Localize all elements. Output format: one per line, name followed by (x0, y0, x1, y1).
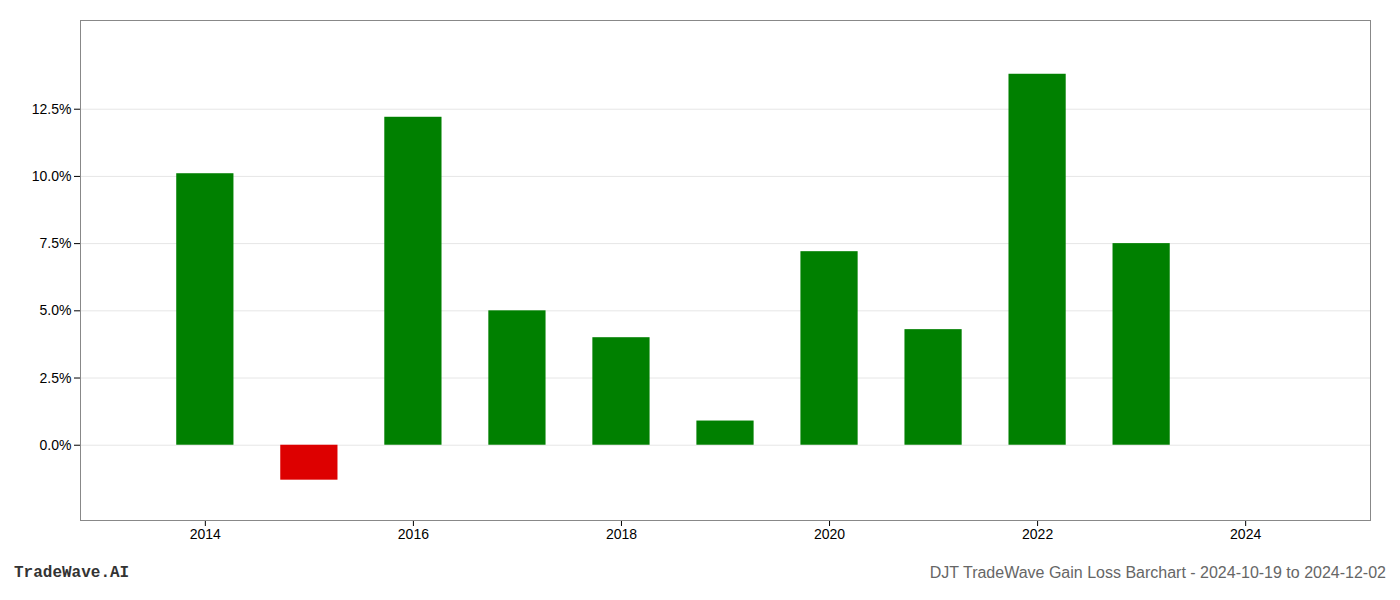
svg-text:7.5%: 7.5% (40, 235, 72, 251)
svg-text:10.0%: 10.0% (32, 168, 72, 184)
html-text:DJT TradeWave Gain Loss Barcha: DJT TradeWave Gain Loss Barchart - 2024-… (929, 564, 1386, 581)
svg-text:2014: 2014 (190, 526, 221, 542)
svg-text:0.0%: 0.0% (40, 437, 72, 453)
svg-text:2016: 2016 (398, 526, 429, 542)
svg-text:5.0%: 5.0% (40, 302, 72, 318)
svg-text:2022: 2022 (1022, 526, 1053, 542)
svg-text:2020: 2020 (814, 526, 845, 542)
svg-text:12.5%: 12.5% (32, 101, 72, 117)
svg-text:2024: 2024 (1230, 526, 1261, 542)
svg-text:2018: 2018 (606, 526, 637, 542)
html-text:TradeWave.AI: TradeWave.AI (14, 564, 130, 582)
svg-text:2.5%: 2.5% (40, 370, 72, 386)
